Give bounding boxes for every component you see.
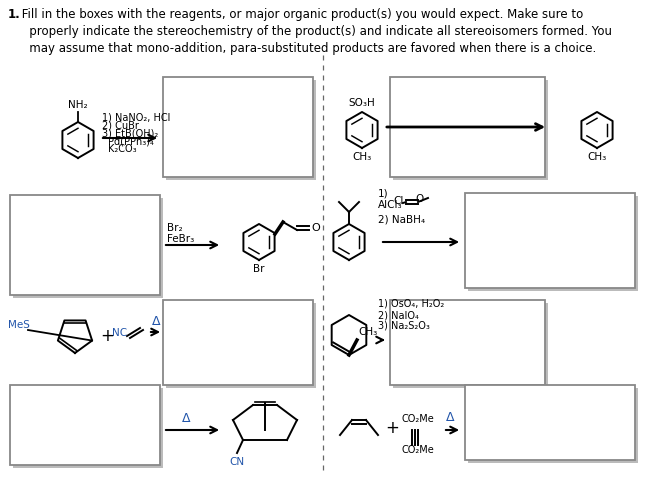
Text: CO₂Me: CO₂Me: [402, 445, 435, 455]
Bar: [465, 193, 635, 288]
Text: Cl: Cl: [393, 196, 403, 206]
Bar: [468, 196, 638, 291]
Text: Δ: Δ: [152, 315, 160, 328]
Text: CH₃: CH₃: [353, 152, 371, 162]
Text: Br₂: Br₂: [167, 223, 182, 233]
Text: AlCl₃: AlCl₃: [378, 200, 402, 210]
Text: CH₃: CH₃: [587, 152, 607, 162]
Text: SO₃H: SO₃H: [349, 98, 375, 108]
Text: MeS: MeS: [8, 320, 30, 330]
Text: K₂CO₃: K₂CO₃: [108, 144, 137, 154]
Text: 3) Na₂S₂O₃: 3) Na₂S₂O₃: [378, 321, 430, 331]
Text: 1) NaNO₂, HCl: 1) NaNO₂, HCl: [102, 112, 170, 122]
Bar: [10, 195, 160, 295]
Text: NH₂: NH₂: [68, 100, 88, 110]
Bar: [13, 388, 163, 468]
Text: FeBr₃: FeBr₃: [167, 234, 194, 244]
Bar: [465, 385, 635, 460]
Bar: [393, 80, 548, 180]
Bar: [468, 388, 638, 463]
Text: 1): 1): [378, 188, 389, 198]
Text: 1) OsO₄, H₂O₂: 1) OsO₄, H₂O₂: [378, 299, 444, 309]
Text: CH₃: CH₃: [358, 327, 377, 337]
Text: 2) CuBr: 2) CuBr: [102, 120, 139, 130]
Text: 1.: 1.: [8, 8, 21, 21]
Text: Fill in the boxes with the reagents, or major organic product(s) you would expec: Fill in the boxes with the reagents, or …: [18, 8, 612, 55]
Text: CN: CN: [230, 457, 245, 467]
Bar: [393, 303, 548, 388]
Text: Br: Br: [253, 264, 265, 274]
Text: +: +: [385, 419, 399, 437]
Text: 2) NaBH₄: 2) NaBH₄: [378, 215, 425, 225]
Bar: [166, 303, 316, 388]
Text: 2) NaIO₄: 2) NaIO₄: [378, 310, 419, 320]
Text: CO₂Me: CO₂Me: [402, 414, 435, 424]
Bar: [10, 385, 160, 465]
Text: NC: NC: [112, 328, 127, 338]
Bar: [163, 77, 313, 177]
Bar: [390, 77, 545, 177]
Text: O: O: [311, 223, 320, 233]
Text: Pd(PPh₃)₄: Pd(PPh₃)₄: [108, 136, 154, 146]
Bar: [13, 198, 163, 298]
Text: Δ: Δ: [182, 412, 190, 425]
Text: 3) EtB(OH)₂: 3) EtB(OH)₂: [102, 128, 159, 138]
Bar: [390, 300, 545, 385]
Bar: [163, 300, 313, 385]
Bar: [166, 80, 316, 180]
Text: +: +: [100, 327, 114, 345]
Text: O: O: [415, 194, 423, 204]
Text: Δ: Δ: [446, 411, 454, 424]
